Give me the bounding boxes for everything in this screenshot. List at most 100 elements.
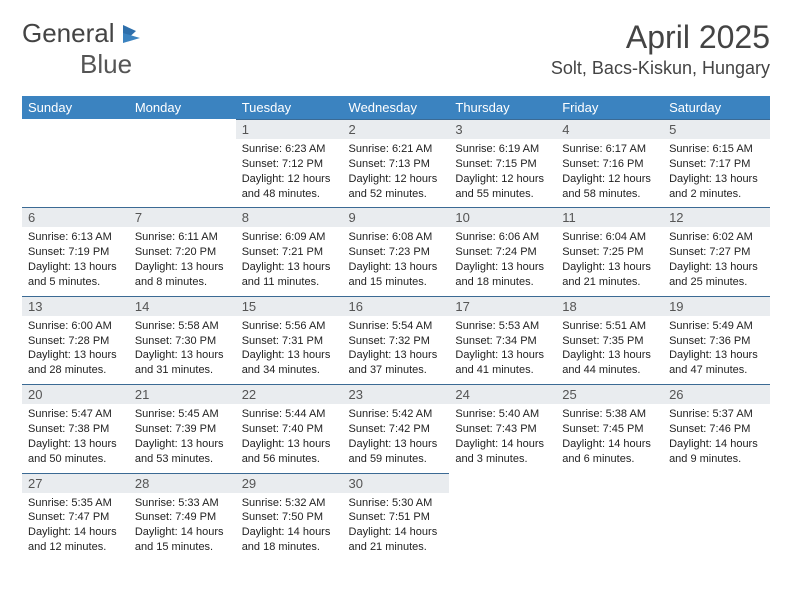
calendar-cell <box>129 119 236 207</box>
day-number: 24 <box>449 384 556 404</box>
day-details: Sunrise: 5:38 AMSunset: 7:45 PMDaylight:… <box>556 404 663 472</box>
day-details: Sunrise: 5:49 AMSunset: 7:36 PMDaylight:… <box>663 316 770 384</box>
day-number: 26 <box>663 384 770 404</box>
sunrise-text: Sunrise: 5:33 AM <box>135 496 230 511</box>
sunset-text: Sunset: 7:21 PM <box>242 245 337 260</box>
daylight-text: Daylight: 13 hours and 18 minutes. <box>455 260 550 290</box>
day-details: Sunrise: 6:17 AMSunset: 7:16 PMDaylight:… <box>556 139 663 207</box>
weekday-header: Wednesday <box>343 96 450 119</box>
sunset-text: Sunset: 7:15 PM <box>455 157 550 172</box>
day-number: 9 <box>343 207 450 227</box>
sunset-text: Sunset: 7:34 PM <box>455 334 550 349</box>
sunrise-text: Sunrise: 5:49 AM <box>669 319 764 334</box>
day-number: 18 <box>556 296 663 316</box>
day-number: 17 <box>449 296 556 316</box>
day-number: 30 <box>343 473 450 493</box>
sunset-text: Sunset: 7:23 PM <box>349 245 444 260</box>
daylight-text: Daylight: 14 hours and 12 minutes. <box>28 525 123 555</box>
calendar-cell: 7Sunrise: 6:11 AMSunset: 7:20 PMDaylight… <box>129 207 236 295</box>
sunset-text: Sunset: 7:46 PM <box>669 422 764 437</box>
daylight-text: Daylight: 13 hours and 15 minutes. <box>349 260 444 290</box>
sunrise-text: Sunrise: 5:40 AM <box>455 407 550 422</box>
day-details: Sunrise: 5:45 AMSunset: 7:39 PMDaylight:… <box>129 404 236 472</box>
sunrise-text: Sunrise: 6:21 AM <box>349 142 444 157</box>
day-number: 6 <box>22 207 129 227</box>
day-details: Sunrise: 5:32 AMSunset: 7:50 PMDaylight:… <box>236 493 343 561</box>
sunrise-text: Sunrise: 5:32 AM <box>242 496 337 511</box>
sunrise-text: Sunrise: 6:00 AM <box>28 319 123 334</box>
day-number: 4 <box>556 119 663 139</box>
sunrise-text: Sunrise: 5:38 AM <box>562 407 657 422</box>
day-details: Sunrise: 5:58 AMSunset: 7:30 PMDaylight:… <box>129 316 236 384</box>
sunrise-text: Sunrise: 5:45 AM <box>135 407 230 422</box>
daylight-text: Daylight: 12 hours and 48 minutes. <box>242 172 337 202</box>
day-number: 21 <box>129 384 236 404</box>
sunset-text: Sunset: 7:51 PM <box>349 510 444 525</box>
calendar-cell: 11Sunrise: 6:04 AMSunset: 7:25 PMDayligh… <box>556 207 663 295</box>
daylight-text: Daylight: 14 hours and 9 minutes. <box>669 437 764 467</box>
sunrise-text: Sunrise: 6:19 AM <box>455 142 550 157</box>
calendar-week-row: 27Sunrise: 5:35 AMSunset: 7:47 PMDayligh… <box>22 473 770 561</box>
sunrise-text: Sunrise: 6:09 AM <box>242 230 337 245</box>
calendar-cell: 6Sunrise: 6:13 AMSunset: 7:19 PMDaylight… <box>22 207 129 295</box>
sunrise-text: Sunrise: 6:06 AM <box>455 230 550 245</box>
calendar-cell: 22Sunrise: 5:44 AMSunset: 7:40 PMDayligh… <box>236 384 343 472</box>
day-number: 7 <box>129 207 236 227</box>
day-number: 27 <box>22 473 129 493</box>
calendar-cell: 19Sunrise: 5:49 AMSunset: 7:36 PMDayligh… <box>663 296 770 384</box>
daylight-text: Daylight: 14 hours and 15 minutes. <box>135 525 230 555</box>
sunrise-text: Sunrise: 5:37 AM <box>669 407 764 422</box>
calendar-cell <box>556 473 663 561</box>
sunset-text: Sunset: 7:38 PM <box>28 422 123 437</box>
calendar-cell: 27Sunrise: 5:35 AMSunset: 7:47 PMDayligh… <box>22 473 129 561</box>
sunset-text: Sunset: 7:45 PM <box>562 422 657 437</box>
day-details: Sunrise: 5:33 AMSunset: 7:49 PMDaylight:… <box>129 493 236 561</box>
calendar-cell <box>449 473 556 561</box>
day-details: Sunrise: 5:53 AMSunset: 7:34 PMDaylight:… <box>449 316 556 384</box>
sunrise-text: Sunrise: 6:23 AM <box>242 142 337 157</box>
daylight-text: Daylight: 12 hours and 55 minutes. <box>455 172 550 202</box>
sunrise-text: Sunrise: 5:47 AM <box>28 407 123 422</box>
day-number: 13 <box>22 296 129 316</box>
sunrise-text: Sunrise: 6:08 AM <box>349 230 444 245</box>
calendar-cell: 16Sunrise: 5:54 AMSunset: 7:32 PMDayligh… <box>343 296 450 384</box>
day-number: 23 <box>343 384 450 404</box>
sunrise-text: Sunrise: 6:11 AM <box>135 230 230 245</box>
day-number: 19 <box>663 296 770 316</box>
location-subtitle: Solt, Bacs-Kiskun, Hungary <box>551 58 770 79</box>
calendar-cell: 25Sunrise: 5:38 AMSunset: 7:45 PMDayligh… <box>556 384 663 472</box>
day-details: Sunrise: 6:09 AMSunset: 7:21 PMDaylight:… <box>236 227 343 295</box>
sunset-text: Sunset: 7:43 PM <box>455 422 550 437</box>
month-title: April 2025 <box>551 19 770 56</box>
sunrise-text: Sunrise: 5:56 AM <box>242 319 337 334</box>
day-details: Sunrise: 6:19 AMSunset: 7:15 PMDaylight:… <box>449 139 556 207</box>
sunset-text: Sunset: 7:36 PM <box>669 334 764 349</box>
sunset-text: Sunset: 7:28 PM <box>28 334 123 349</box>
sunset-text: Sunset: 7:16 PM <box>562 157 657 172</box>
calendar-cell: 12Sunrise: 6:02 AMSunset: 7:27 PMDayligh… <box>663 207 770 295</box>
daylight-text: Daylight: 13 hours and 5 minutes. <box>28 260 123 290</box>
calendar-week-row: 6Sunrise: 6:13 AMSunset: 7:19 PMDaylight… <box>22 207 770 295</box>
daylight-text: Daylight: 13 hours and 53 minutes. <box>135 437 230 467</box>
calendar-cell: 14Sunrise: 5:58 AMSunset: 7:30 PMDayligh… <box>129 296 236 384</box>
calendar-cell <box>22 119 129 207</box>
day-number: 29 <box>236 473 343 493</box>
day-details: Sunrise: 5:42 AMSunset: 7:42 PMDaylight:… <box>343 404 450 472</box>
calendar-cell: 13Sunrise: 6:00 AMSunset: 7:28 PMDayligh… <box>22 296 129 384</box>
day-number: 15 <box>236 296 343 316</box>
weekday-header: Monday <box>129 96 236 119</box>
day-details: Sunrise: 5:56 AMSunset: 7:31 PMDaylight:… <box>236 316 343 384</box>
sunset-text: Sunset: 7:42 PM <box>349 422 444 437</box>
day-number: 14 <box>129 296 236 316</box>
sunset-text: Sunset: 7:25 PM <box>562 245 657 260</box>
page-header: General Blue April 2025 Solt, Bacs-Kisku… <box>22 18 770 80</box>
daylight-text: Daylight: 13 hours and 31 minutes. <box>135 348 230 378</box>
day-details: Sunrise: 5:51 AMSunset: 7:35 PMDaylight:… <box>556 316 663 384</box>
day-details: Sunrise: 5:47 AMSunset: 7:38 PMDaylight:… <box>22 404 129 472</box>
calendar-cell: 10Sunrise: 6:06 AMSunset: 7:24 PMDayligh… <box>449 207 556 295</box>
daylight-text: Daylight: 13 hours and 47 minutes. <box>669 348 764 378</box>
calendar-cell: 3Sunrise: 6:19 AMSunset: 7:15 PMDaylight… <box>449 119 556 207</box>
calendar-cell: 17Sunrise: 5:53 AMSunset: 7:34 PMDayligh… <box>449 296 556 384</box>
sunset-text: Sunset: 7:17 PM <box>669 157 764 172</box>
day-details: Sunrise: 6:08 AMSunset: 7:23 PMDaylight:… <box>343 227 450 295</box>
